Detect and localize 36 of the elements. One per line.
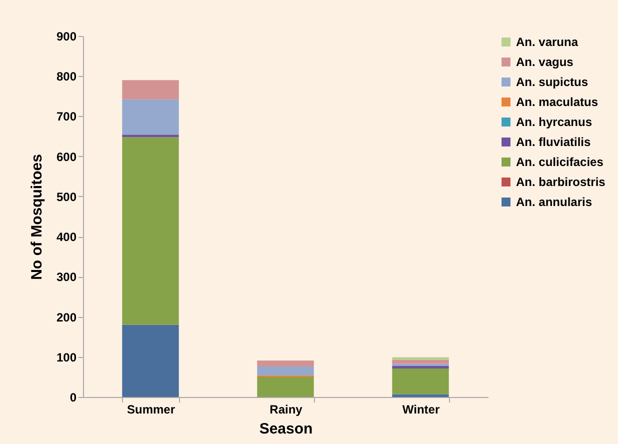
y-tick-label: 100 <box>56 350 77 364</box>
legend-label: An. annularis <box>516 195 592 209</box>
x-tick-label: Rainy <box>270 402 303 416</box>
y-tick-label: 400 <box>56 230 77 244</box>
bar <box>392 360 449 364</box>
bar <box>122 80 179 100</box>
legend-label: An. hyrcanus <box>516 115 592 129</box>
y-tick-label: 200 <box>56 310 77 324</box>
y-tick-label: 900 <box>56 30 77 44</box>
legend-label: An. maculatus <box>516 95 598 109</box>
legend-label: An. vagus <box>516 55 574 69</box>
bar <box>392 394 449 397</box>
y-tick-label: 700 <box>56 110 77 124</box>
x-axis-title: Season <box>259 420 313 438</box>
y-tick-label: 800 <box>56 70 77 84</box>
bar <box>122 324 179 397</box>
bar <box>257 360 314 367</box>
legend-label: An. fluviatilis <box>516 135 592 149</box>
bar <box>122 137 179 325</box>
y-axis-title: No of Mosquitoes <box>28 154 46 280</box>
legend-label: An. culicifacies <box>516 155 604 169</box>
y-tick-label: 0 <box>70 390 77 404</box>
y-tick-label: 300 <box>56 270 77 284</box>
x-tick-label: Winter <box>402 402 440 416</box>
x-tick-label: Summer <box>126 402 176 416</box>
y-tick-label: 500 <box>56 190 77 204</box>
bar <box>257 376 314 397</box>
legend-label: An. varuna <box>516 35 578 49</box>
y-tick-label: 600 <box>56 150 77 164</box>
bar <box>122 134 179 138</box>
bar <box>392 366 449 369</box>
bar <box>122 99 179 135</box>
bar <box>257 366 314 376</box>
legend-label: An. supictus <box>516 75 588 89</box>
legend-label: An. barbirostris <box>516 175 606 189</box>
bar <box>392 368 449 394</box>
